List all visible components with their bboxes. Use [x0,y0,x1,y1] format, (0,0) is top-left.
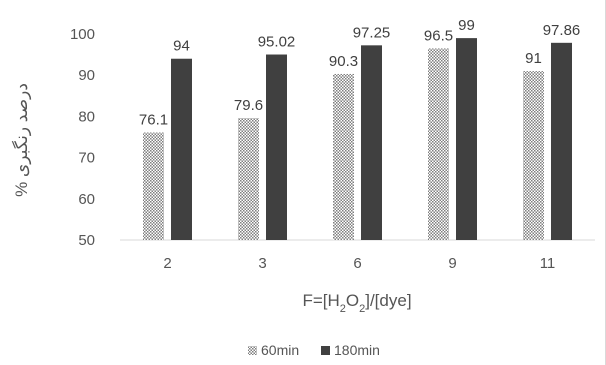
y-tick-label: 50 [78,232,95,249]
y-tick-label: 80 [78,108,95,125]
bar-180min-6 [361,45,382,240]
x-tick-label: 9 [448,255,456,272]
legend: 60min 180min [248,342,380,358]
bar-60min-2 [143,132,164,240]
bar-60min-11 [523,71,544,240]
x-tick-label: 6 [353,255,361,272]
legend-label-180min: 180min [334,342,380,358]
data-label-180min-6: 97.25 [353,24,391,41]
y-tick-label: 90 [78,67,95,84]
legend-swatch-60min [248,346,257,355]
x-tick-label: 2 [163,255,171,272]
bar-180min-2 [171,58,192,240]
bar-180min-3 [266,54,287,240]
x-tick-label: 11 [540,255,556,272]
data-label-180min-9: 99 [458,17,475,34]
bar-60min-3 [238,118,259,240]
bar-180min-11 [551,42,572,240]
data-label-180min-3: 95.02 [258,34,296,51]
legend-swatch-180min [321,346,330,355]
bar-180min-9 [456,38,477,241]
x-tick-label: 3 [258,255,266,272]
bar-60min-9 [428,48,449,240]
y-axis-ticks: 50 60 70 80 90 100 [70,26,95,249]
data-label-60min-6: 90.3 [329,53,358,70]
legend-label-60min: 60min [261,342,299,358]
x-axis-ticks: 2 3 6 9 11 [163,255,555,272]
x-axis-title: F=[H2O2]/[dye] [302,291,411,315]
y-tick-label: 100 [70,26,95,43]
data-label-60min-9: 96.5 [424,27,453,44]
data-label-60min-11: 91 [525,50,542,67]
bar-60min-6 [333,73,354,241]
data-label-60min-2: 76.1 [139,111,168,128]
data-label-60min-3: 79.6 [234,97,263,114]
y-axis-title: % درصد رنگبری [11,83,32,197]
y-tick-label: 70 [78,150,95,167]
y-tick-label: 60 [78,191,95,208]
data-label-180min-2: 94 [173,38,190,55]
data-label-180min-11: 97.86 [543,22,581,39]
bars-group [143,38,572,241]
